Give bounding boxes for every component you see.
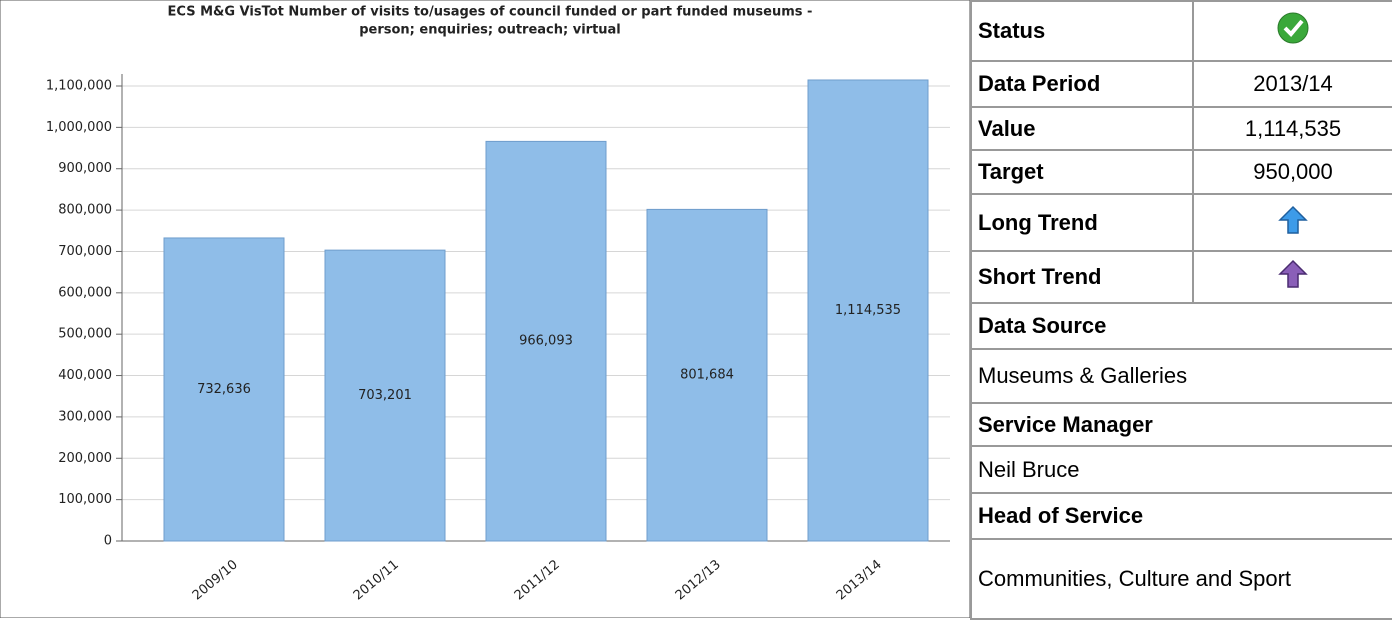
y-tick-label: 500,000	[58, 327, 112, 342]
data-label: 1,114,535	[835, 303, 901, 318]
label: Data Source	[970, 302, 1392, 350]
status-icon-cell	[1192, 0, 1392, 62]
label: Head of Service	[970, 492, 1392, 540]
bar	[485, 140, 607, 542]
chart: ECS M&G VisTot Number of visits to/usage…	[0, 0, 970, 618]
y-tick-label: 200,000	[58, 451, 112, 466]
bar	[324, 249, 446, 542]
data-label: 966,093	[519, 334, 573, 349]
y-tick-label: 1,100,000	[46, 79, 112, 94]
trend-icon-cell	[1192, 250, 1392, 304]
long-trend-icon	[1278, 205, 1308, 234]
label: Long Trend	[970, 193, 1194, 252]
status-icon	[1277, 12, 1309, 44]
y-tick-label: 400,000	[58, 368, 112, 383]
label: Short Trend	[970, 250, 1194, 304]
value: 1,114,535	[1192, 106, 1392, 151]
value: 2013/14	[1192, 60, 1392, 108]
info-table: Status Data Period 2013/14 Value 1,114,535…	[970, 0, 1392, 620]
label: Value	[970, 106, 1194, 151]
y-tick-label: 0	[104, 534, 112, 549]
y-tick-label: 600,000	[58, 285, 112, 300]
label: Service Manager	[970, 402, 1392, 447]
data-label: 801,684	[680, 368, 734, 383]
value: 950,000	[1192, 149, 1392, 195]
chart-subtitle: person; enquiries; outreach; virtual	[359, 23, 621, 38]
short-trend-icon	[1278, 259, 1308, 288]
value: Communities, Culture and Sport	[970, 538, 1392, 620]
bar	[807, 79, 929, 542]
y-tick-label: 100,000	[58, 492, 112, 507]
chart-title: ECS M&G VisTot Number of visits to/usage…	[168, 5, 813, 20]
data-label: 703,201	[358, 388, 412, 403]
bar	[646, 208, 768, 542]
trend-icon-cell	[1192, 193, 1392, 252]
label: Status	[970, 0, 1194, 62]
data-label: 732,636	[197, 382, 251, 397]
y-tick-label: 700,000	[58, 244, 112, 259]
bar	[163, 237, 285, 542]
value: Neil Bruce	[970, 445, 1392, 494]
y-tick-label: 800,000	[58, 203, 112, 218]
label: Target	[970, 149, 1194, 195]
label: Data Period	[970, 60, 1194, 108]
y-tick-label: 1,000,000	[46, 120, 112, 135]
y-tick-label: 300,000	[58, 409, 112, 424]
y-tick-label: 900,000	[58, 161, 112, 176]
value: Museums & Galleries	[970, 348, 1392, 404]
